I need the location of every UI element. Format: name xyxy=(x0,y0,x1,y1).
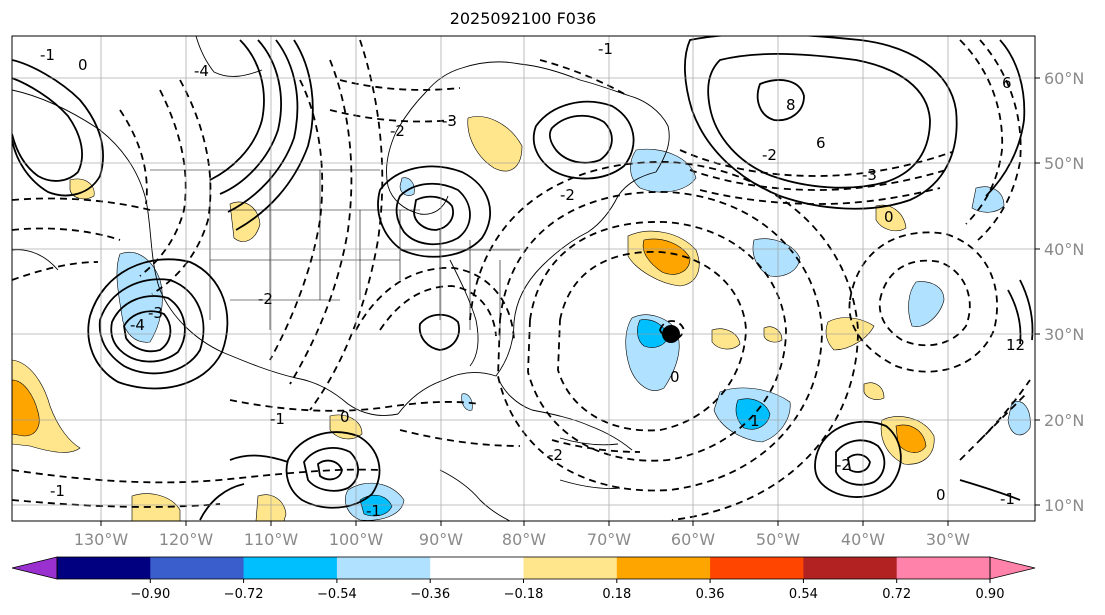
map-background xyxy=(12,36,1035,521)
map-title: 2025092100 F036 xyxy=(449,9,597,28)
lon-label: 60°W xyxy=(671,530,715,549)
contour-label: -3 xyxy=(148,304,163,322)
colorbar-tick-label: 0.90 xyxy=(976,587,1005,602)
graticule xyxy=(12,36,1035,521)
shade-positive xyxy=(467,116,523,172)
lon-label: 70°W xyxy=(587,530,631,549)
lon-label: 100°W xyxy=(329,530,384,549)
colorbar-segment xyxy=(616,557,711,579)
dashed-contours xyxy=(12,39,1031,521)
lon-label: 80°W xyxy=(502,530,546,549)
shade-negative xyxy=(399,177,415,196)
shade-negative xyxy=(630,148,697,193)
shade-positive xyxy=(763,326,783,343)
colorbar-tick-label: −0.18 xyxy=(504,587,544,602)
contour-label: -3 xyxy=(862,166,877,184)
colorbar-segment xyxy=(150,557,245,579)
contour-label: 1 xyxy=(750,412,760,430)
shade-positive-strong xyxy=(895,424,927,453)
lon-label: 110°W xyxy=(244,530,299,549)
shade-positive-strong xyxy=(12,379,40,437)
lon-label: 120°W xyxy=(159,530,214,549)
longitude-axis: 130°W 120°W 110°W 100°W 90°W 80°W 70°W 6… xyxy=(74,521,970,549)
contour-label: -4 xyxy=(130,316,145,334)
lon-label: 130°W xyxy=(74,530,129,549)
shade-positive xyxy=(863,382,885,400)
latitude-axis: 60°N 50°N 40°N 30°N 20°N 10°N xyxy=(1035,69,1084,515)
contour-label: -1 xyxy=(1000,490,1015,508)
lat-label: 60°N xyxy=(1044,69,1084,88)
colorbar-max-extension xyxy=(989,556,1036,580)
contour-label: -1 xyxy=(366,502,381,520)
contour-label: -1 xyxy=(270,410,285,428)
colorbar-tick-label: −0.72 xyxy=(224,587,264,602)
contour-label: 8 xyxy=(786,96,796,114)
contour-label: 0 xyxy=(936,486,946,504)
colorbar-segment xyxy=(336,557,431,579)
lat-label: 50°N xyxy=(1044,154,1084,173)
contour-label: -2 xyxy=(548,446,563,464)
shade-negative xyxy=(971,186,1005,213)
colorbar-segment xyxy=(523,557,618,579)
contour-labels: -1 0 -4 -3 -2 -1 6 -3 -2 8 6 -4 -3 -2 -2… xyxy=(40,40,1025,520)
colorbar-tick-label: −0.36 xyxy=(410,587,450,602)
colorbar-segment xyxy=(896,557,991,579)
colorbar-tick-label: 0.36 xyxy=(696,587,725,602)
lat-label: 40°N xyxy=(1044,240,1084,259)
lon-label: 30°W xyxy=(926,530,970,549)
contour-label: -1 xyxy=(50,482,65,500)
colorbar-segment xyxy=(803,557,898,579)
contour-label: -1 xyxy=(598,40,613,58)
colorbar-ticks: −0.90 −0.72 −0.54 −0.36 −0.18 0.18 0.36 0.54 0.7… xyxy=(130,579,1004,602)
contour-label: 6 xyxy=(1002,74,1012,92)
contour-label: -2 xyxy=(258,290,273,308)
lon-label: 40°W xyxy=(841,530,885,549)
contour-label: -2 xyxy=(836,456,851,474)
colorbar-segment xyxy=(430,557,524,579)
contour-label: -2 xyxy=(762,146,777,164)
contour-label: 0 xyxy=(78,56,88,74)
shade-negative xyxy=(1007,400,1031,436)
contour-label: 0 xyxy=(670,368,680,386)
colorbar-tick-label: −0.54 xyxy=(317,587,357,602)
lat-label: 30°N xyxy=(1044,325,1084,344)
contour-label: -3 xyxy=(442,112,457,130)
contour-label: -2 xyxy=(390,122,405,140)
contour-label: 6 xyxy=(816,134,826,152)
lon-label: 90°W xyxy=(419,530,463,549)
colorbar: −0.90 −0.72 −0.54 −0.36 −0.18 0.18 0.36 0.54 0.7… xyxy=(11,556,1036,602)
colorbar-tick-label: 0.54 xyxy=(789,587,818,602)
shade-positive-strong xyxy=(642,238,691,275)
storm-position-marker xyxy=(662,325,680,343)
contour-label: -4 xyxy=(194,62,209,80)
contour-label: -2 xyxy=(560,186,575,204)
lon-label: 50°W xyxy=(756,530,800,549)
contour-label: -1 xyxy=(40,46,55,64)
colorbar-tick-label: 0.18 xyxy=(602,587,631,602)
colorbar-tick-label: 0.72 xyxy=(882,587,911,602)
contour-label: 0 xyxy=(884,208,894,226)
colorbar-segment xyxy=(57,557,151,579)
contour-label: 0 xyxy=(340,408,350,426)
lat-label: 10°N xyxy=(1044,496,1084,515)
colorbar-segments xyxy=(57,557,991,579)
colorbar-tick-label: −0.90 xyxy=(130,587,170,602)
solid-contours xyxy=(12,36,1034,521)
colorbar-segment xyxy=(710,557,804,579)
contour-label: 12 xyxy=(1006,336,1025,354)
shade-negative xyxy=(908,281,945,327)
colorbar-min-extension xyxy=(11,556,58,580)
lat-label: 20°N xyxy=(1044,411,1084,430)
colorbar-segment xyxy=(243,557,338,579)
